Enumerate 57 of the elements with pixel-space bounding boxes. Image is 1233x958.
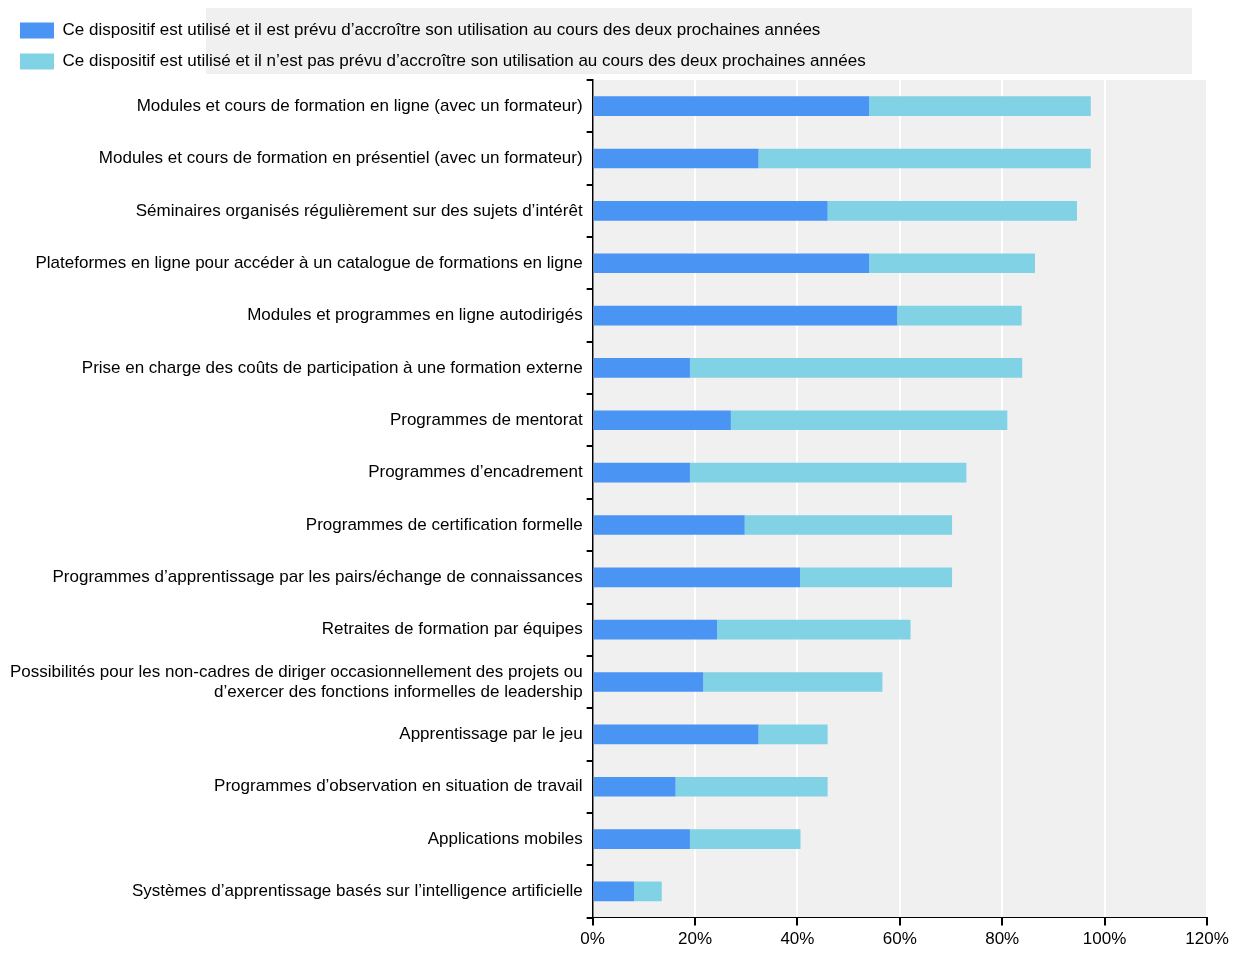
bar bbox=[689, 462, 967, 483]
y-tick-label: Modules et cours de formation en présentiel (avec un formateur) bbox=[98, 148, 583, 168]
bar bbox=[593, 724, 759, 745]
y-tick-label: Séminaires organisés régulièrement sur des sujets d’intérêt bbox=[135, 200, 583, 220]
y-tick-label: Possibilités pour les non-cadres de diriger occasionnellement des projets ou d’exercer des fonctions informelles de leadership bbox=[9, 661, 583, 701]
bar bbox=[593, 567, 800, 588]
bar bbox=[593, 358, 690, 378]
x-tick-label: 20% bbox=[678, 929, 713, 949]
y-tick-label: Applications mobiles bbox=[427, 828, 583, 848]
y-tick-label: Modules et cours de formation en ligne (avec un formateur) bbox=[136, 95, 583, 115]
bar bbox=[593, 201, 828, 221]
bar bbox=[675, 776, 828, 797]
y-tick-label: Systèmes d’apprentissage basés sur l’intelligence artificielle bbox=[131, 881, 583, 901]
bar bbox=[758, 724, 828, 745]
bar bbox=[593, 253, 870, 274]
bar bbox=[730, 410, 1008, 431]
bar bbox=[703, 672, 883, 692]
bar bbox=[634, 881, 662, 902]
bar bbox=[827, 201, 1077, 221]
legend-label: Ce dispositif est utilisé et il n’est pas prévu d’accroître son utilisation au cours des deux prochaines années bbox=[62, 51, 866, 71]
bar bbox=[897, 305, 1022, 326]
x-tick-label: 80% bbox=[985, 929, 1020, 949]
y-tick-label: Modules et programmes en ligne autodirigés bbox=[247, 305, 583, 325]
bar bbox=[593, 776, 676, 797]
bar bbox=[593, 619, 718, 640]
y-tick-label: Programmes de certification formelle bbox=[305, 514, 583, 534]
bar bbox=[593, 515, 745, 535]
x-tick-label: 100% bbox=[1082, 929, 1127, 949]
bar bbox=[799, 567, 953, 588]
bar bbox=[869, 96, 1091, 116]
bar bbox=[744, 515, 953, 535]
bar bbox=[689, 829, 801, 849]
legend-label: Ce dispositif est utilisé et il est prévu d’accroître son utilisation au cours des deux prochaines années bbox=[62, 20, 821, 40]
bar bbox=[593, 305, 898, 326]
y-tick-label: Programmes d’encadrement bbox=[368, 462, 583, 482]
bar bbox=[593, 410, 731, 431]
y-tick-label: Programmes de mentorat bbox=[389, 409, 583, 429]
y-tick-label: Programmes d’apprentissage par les pairs/échange de connaissances bbox=[52, 567, 583, 587]
bar bbox=[758, 148, 1091, 169]
bar bbox=[869, 253, 1035, 274]
bar bbox=[593, 672, 704, 692]
bar bbox=[593, 148, 759, 169]
bar bbox=[593, 829, 690, 849]
bar bbox=[689, 358, 1023, 378]
y-tick-label: Apprentissage par le jeu bbox=[399, 724, 583, 744]
y-tick-label: Retraites de formation par équipes bbox=[321, 619, 583, 639]
bar bbox=[717, 619, 911, 640]
y-tick-label: Plateformes en ligne pour accéder à un catalogue de formations en ligne bbox=[35, 252, 583, 272]
bar bbox=[593, 96, 870, 116]
x-tick-label: 40% bbox=[780, 929, 815, 949]
bar bbox=[593, 462, 690, 483]
x-tick-label: 60% bbox=[882, 929, 917, 949]
y-tick-label: Prise en charge des coûts de participation à une formation externe bbox=[81, 357, 583, 377]
x-tick-label: 120% bbox=[1185, 929, 1229, 949]
y-tick-label: Programmes d’observation en situation de travail bbox=[214, 776, 583, 796]
x-tick-label: 0% bbox=[580, 929, 605, 949]
bar bbox=[593, 881, 635, 902]
